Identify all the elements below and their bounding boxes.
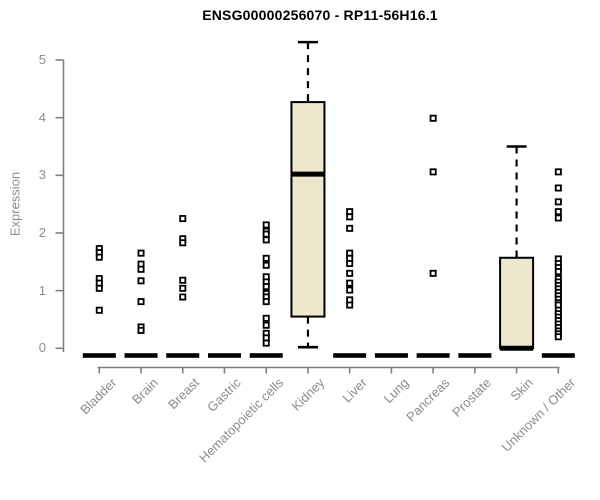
outlier-point-liver [346, 213, 354, 221]
outlier-point-unknown-other [554, 208, 562, 216]
chart-title: ENSG00000256070 - RP11-56H16.1 [202, 7, 438, 23]
box-kidney [290, 101, 326, 318]
outlier-point-unknown-other [554, 184, 562, 192]
flat-box-hematopoietic-cells [249, 353, 283, 358]
outlier-point-hematopoietic-cells [262, 221, 270, 229]
y-tick-label: 1 [38, 282, 46, 298]
outlier-point-pancreas [429, 114, 437, 122]
outlier-point-breast [179, 239, 187, 247]
y-tick-label: 2 [38, 224, 46, 240]
flat-box-prostate [458, 353, 492, 358]
y-tick-label: 0 [38, 340, 46, 356]
outlier-point-bladder [95, 253, 103, 261]
y-tick-label: 4 [38, 109, 46, 125]
outlier-point-hematopoietic-cells [262, 254, 270, 262]
outlier-point-brain [137, 265, 145, 273]
flat-box-unknown-other [541, 353, 575, 358]
flat-box-gastric [207, 353, 241, 358]
outlier-point-pancreas [429, 269, 437, 277]
outlier-point-bladder [95, 284, 103, 292]
outlier-point-bladder [95, 306, 103, 314]
outlier-point-brain [137, 298, 145, 306]
outlier-point-liver [346, 260, 354, 268]
outlier-point-brain [137, 277, 145, 285]
flat-box-bladder [82, 353, 116, 358]
outlier-point-unknown-other [554, 268, 562, 276]
outlier-point-hematopoietic-cells [262, 339, 270, 347]
outlier-point-brain [137, 326, 145, 334]
outlier-point-unknown-other [554, 168, 562, 176]
y-tick-label: 5 [38, 52, 46, 67]
outlier-point-hematopoietic-cells [262, 321, 270, 329]
outlier-point-hematopoietic-cells [262, 230, 270, 238]
outlier-point-hematopoietic-cells [262, 261, 270, 269]
outlier-point-breast [179, 284, 187, 292]
outlier-point-unknown-other [554, 198, 562, 206]
flat-box-liver [333, 353, 367, 358]
outlier-point-hematopoietic-cells [262, 283, 270, 291]
outlier-point-unknown-other [554, 214, 562, 222]
outlier-point-liver [346, 279, 354, 287]
outlier-point-unknown-other [554, 333, 562, 341]
outlier-point-hematopoietic-cells [262, 236, 270, 244]
flat-box-breast [166, 353, 200, 358]
outlier-point-brain [137, 249, 145, 257]
outlier-point-breast [179, 293, 187, 301]
outlier-point-liver [346, 269, 354, 277]
outlier-point-liver [346, 224, 354, 232]
flat-box-pancreas [416, 353, 450, 358]
outlier-point-breast [179, 276, 187, 284]
flat-box-brain [124, 353, 158, 358]
outlier-point-pancreas [429, 168, 437, 176]
flat-box-lung [374, 353, 408, 358]
outlier-point-hematopoietic-cells [262, 298, 270, 306]
box-skin [499, 256, 535, 350]
y-tick-label: 3 [38, 167, 46, 183]
outlier-point-liver [346, 286, 354, 294]
outlier-point-hematopoietic-cells [262, 314, 270, 322]
outlier-point-breast [179, 215, 187, 223]
outlier-point-liver [346, 301, 354, 309]
